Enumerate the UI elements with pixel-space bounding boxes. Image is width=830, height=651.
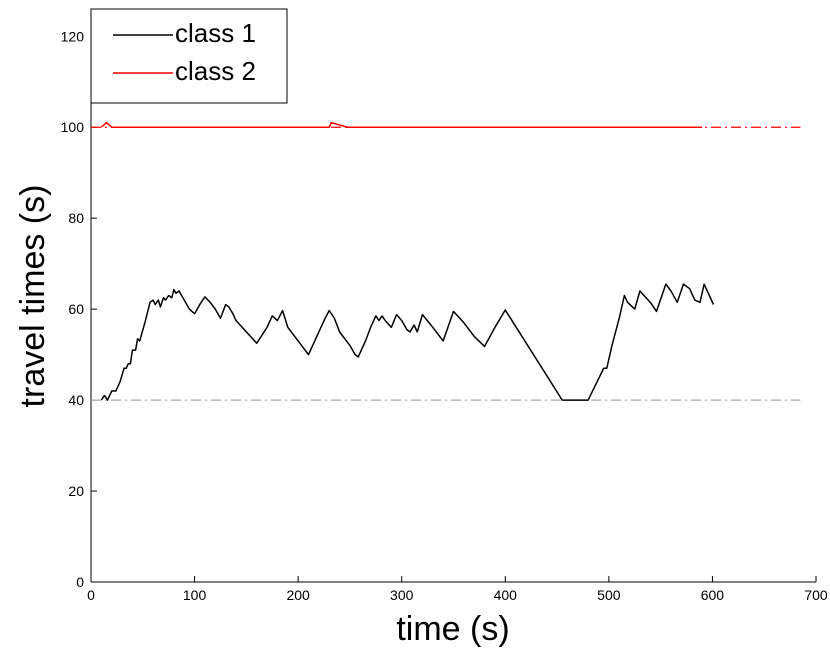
y-tick-label: 60 xyxy=(68,301,84,317)
x-tick-label: 0 xyxy=(87,587,95,603)
y-axis-label: travel times (s) xyxy=(14,185,52,408)
x-tick-label: 700 xyxy=(804,587,828,603)
x-tick-label: 400 xyxy=(494,587,518,603)
y-tick-label: 0 xyxy=(76,574,84,590)
series-line xyxy=(100,121,703,128)
legend-label: class 1 xyxy=(175,18,256,48)
x-axis-label: time (s) xyxy=(396,610,509,648)
x-tick-label: 200 xyxy=(286,587,310,603)
y-tick-label: 20 xyxy=(68,483,84,499)
y-tick-label: 80 xyxy=(68,210,84,226)
y-tick-label: 40 xyxy=(68,392,84,408)
y-tick-label: 120 xyxy=(61,28,85,44)
legend-label: class 2 xyxy=(175,56,256,86)
x-tick-label: 600 xyxy=(701,587,725,603)
x-tick-label: 500 xyxy=(597,587,621,603)
x-tick-label: 300 xyxy=(390,587,414,603)
y-tick-label: 100 xyxy=(61,119,85,135)
series-line xyxy=(100,283,715,401)
x-tick-label: 100 xyxy=(183,587,207,603)
legend-box xyxy=(90,8,288,104)
